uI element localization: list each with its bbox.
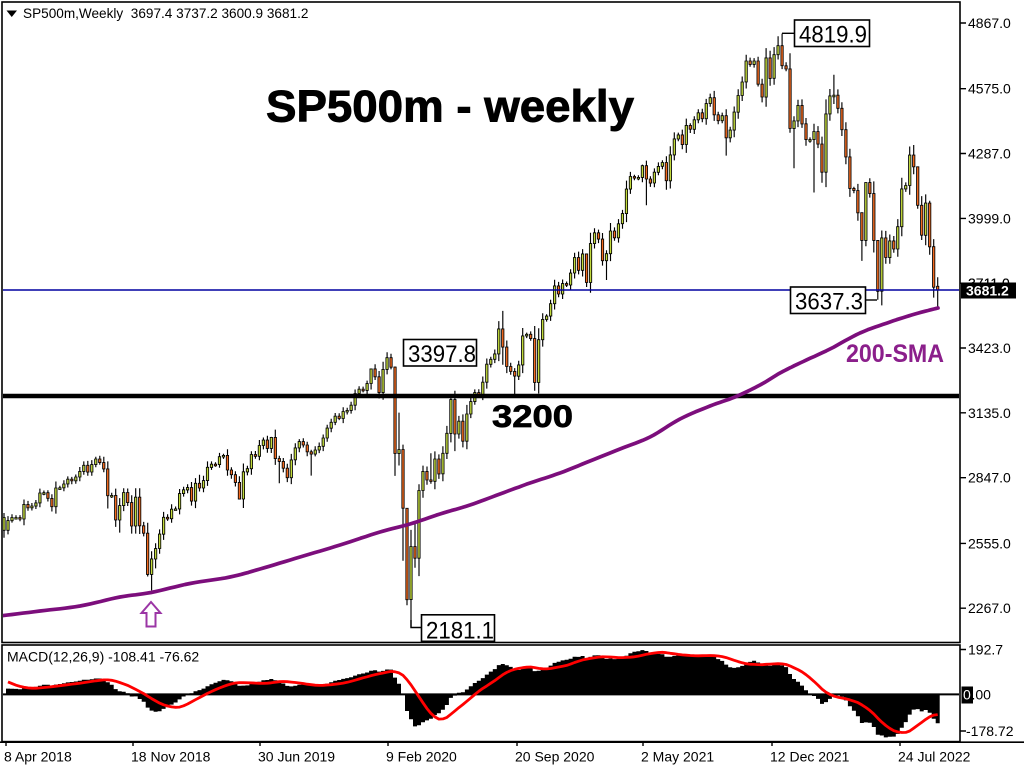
svg-text:SP500m,Weekly 3697.4 3737.2 3: SP500m,Weekly 3697.4 3737.2 3600.9 3681.… (23, 6, 308, 21)
svg-text:2847.0: 2847.0 (968, 470, 1011, 486)
svg-text:4867.0: 4867.0 (968, 15, 1011, 31)
svg-text:30 Jun 2019: 30 Jun 2019 (258, 749, 335, 765)
svg-text:3637.3: 3637.3 (795, 288, 863, 315)
svg-text:3200: 3200 (492, 398, 573, 434)
svg-text:4287.0: 4287.0 (968, 146, 1011, 162)
svg-text:.00: .00 (972, 687, 992, 703)
svg-text:0: 0 (963, 687, 971, 703)
svg-text:SP500m - weekly: SP500m - weekly (266, 83, 634, 132)
svg-text:2 May 2021: 2 May 2021 (641, 749, 714, 765)
svg-text:9 Feb 2020: 9 Feb 2020 (386, 749, 457, 765)
svg-text:18 Nov 2018: 18 Nov 2018 (131, 749, 211, 765)
svg-text:20 Sep 2020: 20 Sep 2020 (515, 749, 595, 765)
svg-text:4819.9: 4819.9 (799, 21, 867, 48)
svg-text:4575.0: 4575.0 (968, 81, 1011, 97)
svg-text:24 Jul 2022: 24 Jul 2022 (898, 749, 971, 765)
svg-text:3999.0: 3999.0 (968, 210, 1011, 226)
svg-text:3135.0: 3135.0 (968, 405, 1011, 421)
svg-text:2181.1: 2181.1 (426, 618, 494, 645)
svg-text:2555.0: 2555.0 (968, 535, 1011, 551)
svg-text:MACD(12,26,9) -108.41 -76.62: MACD(12,26,9) -108.41 -76.62 (7, 649, 199, 665)
svg-text:3681.2: 3681.2 (966, 283, 1009, 299)
svg-text:-178.72: -178.72 (966, 723, 1014, 739)
svg-text:2267.0: 2267.0 (968, 600, 1011, 616)
svg-text:8 Apr 2018: 8 Apr 2018 (4, 749, 72, 765)
svg-text:200-SMA: 200-SMA (846, 340, 944, 368)
svg-text:12 Dec 2021: 12 Dec 2021 (770, 749, 850, 765)
svg-text:3397.8: 3397.8 (408, 341, 476, 368)
svg-text:3423.0: 3423.0 (968, 340, 1011, 356)
svg-text:192.7: 192.7 (968, 642, 1003, 658)
